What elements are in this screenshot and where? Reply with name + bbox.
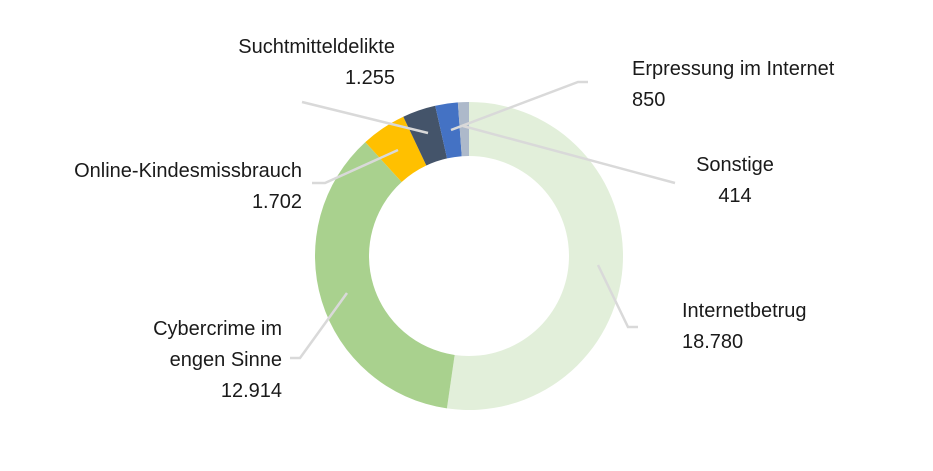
label-internetbetrug: Internetbetrug 18.780 <box>682 296 807 358</box>
slice-value: 414 <box>718 185 752 207</box>
leader-line <box>596 264 638 329</box>
slice-value: 1.255 <box>344 67 395 89</box>
slice-value: 12.914 <box>220 380 282 402</box>
slice-label: Sonstige <box>696 154 774 176</box>
label-cybercrime: Cybercrime im engen Sinne 12.914 <box>153 314 282 407</box>
slice-cybercrime-im-engen-sinne <box>315 142 455 409</box>
slice-label: Online-Kindesmissbrauch <box>74 160 302 182</box>
slice-value: 1.702 <box>251 191 302 213</box>
slice-value: 18.780 <box>682 331 744 353</box>
slice-internetbetrug <box>446 102 624 411</box>
leader-line <box>462 124 676 185</box>
leader-line <box>290 292 349 360</box>
label-suchtmitteldelikte: Suchtmitteldelikte 1.255 <box>238 32 395 94</box>
leader-line <box>312 148 399 185</box>
label-sonstige: Sonstige 414 <box>685 150 785 212</box>
slice-label-line: engen Sinne <box>169 349 282 371</box>
slice-label: Suchtmitteldelikte <box>238 36 395 58</box>
slice-label: Internetbetrug <box>682 300 807 322</box>
leader-line <box>450 80 588 132</box>
slice-suchtmitteldelikte <box>403 105 448 166</box>
slice-sonstige <box>457 102 469 157</box>
slice-online-kindesmissbrauch <box>365 116 427 183</box>
slice-label: Erpressung im Internet <box>632 58 835 80</box>
label-erpressung: Erpressung im Internet 850 <box>632 54 834 116</box>
slice-value: 850 <box>632 89 666 111</box>
label-online-kindesmissbrauch: Online-Kindesmissbrauch 1.702 <box>74 156 302 218</box>
slice-label-line: Cybercrime im <box>153 318 282 340</box>
leader-line <box>301 100 429 135</box>
slice-erpressung-im-internet <box>435 102 462 159</box>
